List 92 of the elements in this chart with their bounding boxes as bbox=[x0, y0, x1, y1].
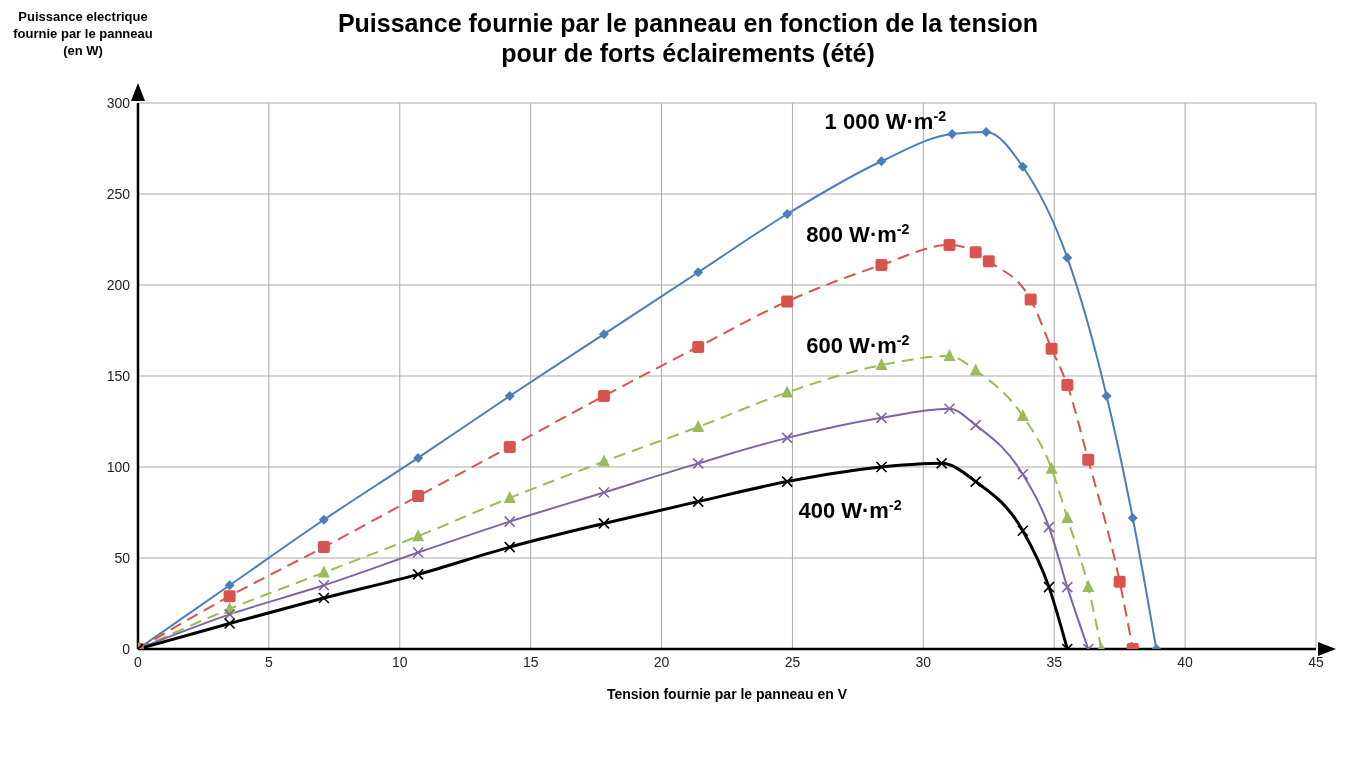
point bbox=[981, 127, 992, 138]
point bbox=[692, 419, 705, 432]
x-tick-label: 0 bbox=[134, 653, 143, 670]
point bbox=[781, 295, 794, 308]
series-label: 800 W·m$^{-2}$ bbox=[806, 220, 910, 247]
point bbox=[969, 419, 982, 431]
point bbox=[875, 461, 888, 473]
point bbox=[318, 592, 330, 604]
point bbox=[1043, 581, 1055, 593]
point bbox=[1045, 342, 1058, 355]
point bbox=[1062, 252, 1073, 263]
x-tick-label: 30 bbox=[915, 653, 932, 670]
point bbox=[318, 514, 329, 525]
y-tick-label: 0 bbox=[122, 640, 131, 657]
y-axis-title: Puissance electrique fournie par le panneau (en W) bbox=[12, 8, 154, 59]
point bbox=[1127, 512, 1138, 523]
x-tick-label: 25 bbox=[784, 653, 801, 670]
x-axis-title: Tension fournie par le panneau en V bbox=[606, 686, 848, 702]
point bbox=[597, 390, 610, 403]
point bbox=[781, 475, 794, 488]
point bbox=[503, 490, 516, 503]
point bbox=[1082, 580, 1095, 593]
point bbox=[317, 541, 330, 554]
point bbox=[969, 246, 982, 259]
x-tick-label: 5 bbox=[264, 653, 273, 670]
y-tick-label: 150 bbox=[106, 367, 131, 384]
point bbox=[413, 452, 424, 463]
point bbox=[692, 457, 704, 470]
point bbox=[503, 541, 516, 553]
point bbox=[943, 348, 956, 361]
point bbox=[318, 579, 330, 592]
point bbox=[412, 546, 424, 559]
point bbox=[412, 529, 425, 542]
point bbox=[875, 412, 888, 424]
point bbox=[935, 457, 948, 470]
point bbox=[1113, 575, 1126, 588]
y-tick-label: 300 bbox=[106, 94, 131, 111]
point bbox=[317, 565, 330, 578]
point bbox=[223, 617, 236, 630]
point bbox=[692, 495, 704, 508]
point bbox=[1017, 161, 1028, 172]
point bbox=[782, 209, 793, 220]
y-tick-label: 200 bbox=[106, 276, 131, 293]
chart-title: Puissance fournie par le panneau en fonction de la tension pour de forts éclairements (été) bbox=[336, 8, 1040, 68]
point bbox=[875, 358, 888, 371]
x-tick-label: 15 bbox=[522, 653, 539, 670]
x-tick-label: 20 bbox=[653, 653, 670, 670]
point bbox=[693, 267, 704, 278]
point bbox=[1082, 453, 1095, 466]
point bbox=[1061, 379, 1074, 392]
point bbox=[224, 580, 235, 591]
point bbox=[982, 255, 995, 268]
series-label: 400 W·m$^{-2}$ bbox=[798, 497, 902, 524]
point bbox=[504, 391, 515, 402]
point bbox=[875, 258, 888, 271]
point bbox=[1016, 409, 1029, 422]
point bbox=[1061, 581, 1074, 593]
point bbox=[1061, 510, 1074, 523]
point bbox=[598, 517, 610, 530]
x-tick-label: 40 bbox=[1177, 653, 1194, 670]
x-tick-label: 10 bbox=[391, 653, 408, 670]
x-tick-label: 45 bbox=[1308, 653, 1324, 670]
point bbox=[412, 568, 424, 581]
point bbox=[943, 238, 956, 251]
point bbox=[781, 432, 794, 444]
series-label: 600 W·m$^{-2}$ bbox=[806, 331, 910, 358]
point bbox=[223, 590, 236, 603]
point bbox=[876, 156, 887, 167]
y-tick-label: 250 bbox=[106, 185, 131, 202]
x-tick-label: 35 bbox=[1046, 653, 1063, 670]
point bbox=[1101, 391, 1112, 402]
point bbox=[598, 486, 610, 499]
point bbox=[1043, 521, 1055, 533]
point bbox=[943, 402, 956, 415]
point bbox=[598, 329, 609, 340]
point bbox=[1017, 468, 1029, 481]
point bbox=[692, 340, 705, 353]
y-tick-label: 50 bbox=[114, 549, 131, 566]
point bbox=[503, 440, 516, 453]
point bbox=[1045, 461, 1058, 474]
point bbox=[969, 475, 982, 488]
point bbox=[947, 128, 958, 139]
point bbox=[781, 385, 794, 398]
point bbox=[1024, 293, 1037, 306]
point bbox=[1017, 524, 1029, 537]
y-tick-label: 100 bbox=[106, 458, 131, 475]
point bbox=[503, 515, 516, 528]
point bbox=[969, 363, 982, 376]
point bbox=[223, 608, 236, 621]
point bbox=[597, 454, 610, 467]
point bbox=[412, 490, 425, 503]
series-label: 1 000 W·m$^{-2}$ bbox=[824, 108, 947, 135]
